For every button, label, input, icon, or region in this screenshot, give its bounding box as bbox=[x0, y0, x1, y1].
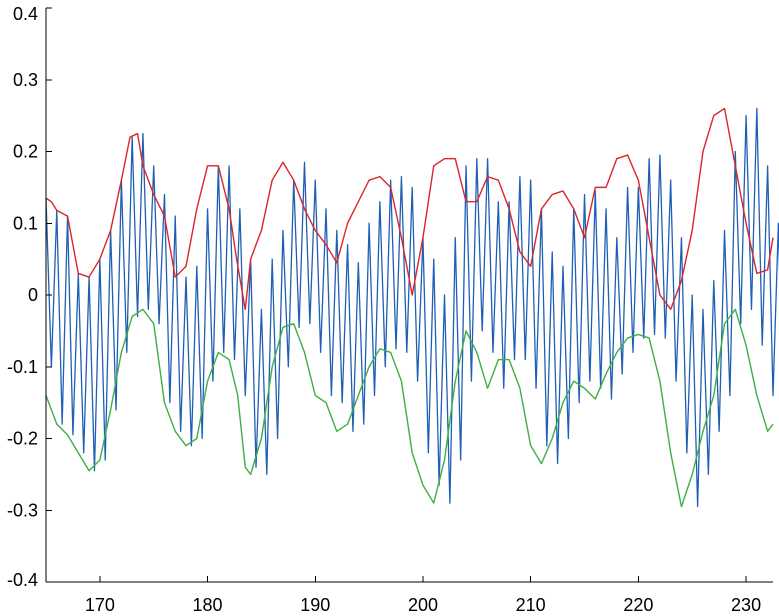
x-tick-label: 230 bbox=[731, 595, 761, 615]
tick-layer: 0.4 0.3 0.2 0.1 0 -0.1 -0.2 -0.3 -0.4 170 180 190 20… bbox=[7, 4, 761, 615]
y-tick-label: 0.3 bbox=[13, 70, 38, 90]
series-line-lower-envelope bbox=[45, 308, 774, 508]
series-layer bbox=[45, 107, 779, 508]
y-tick-label: -0.4 bbox=[7, 570, 38, 590]
x-tick-label: 200 bbox=[408, 595, 438, 615]
y-tick-label: -0.2 bbox=[7, 429, 38, 449]
series-line-upper-envelope bbox=[45, 107, 774, 311]
y-tick-label: 0.1 bbox=[13, 213, 38, 233]
y-tick-label: 0.2 bbox=[13, 142, 38, 162]
x-tick-label: 170 bbox=[85, 595, 115, 615]
y-tick-label: -0.1 bbox=[7, 357, 38, 377]
series-line-signal bbox=[45, 107, 779, 508]
x-tick-label: 210 bbox=[516, 595, 546, 615]
x-tick-label: 190 bbox=[300, 595, 330, 615]
x-tick-label: 220 bbox=[623, 595, 653, 615]
x-tick-label: 180 bbox=[193, 595, 223, 615]
y-tick-label: 0 bbox=[28, 285, 38, 305]
y-tick-label: 0.4 bbox=[13, 4, 38, 24]
y-tick-label: -0.3 bbox=[7, 500, 38, 520]
